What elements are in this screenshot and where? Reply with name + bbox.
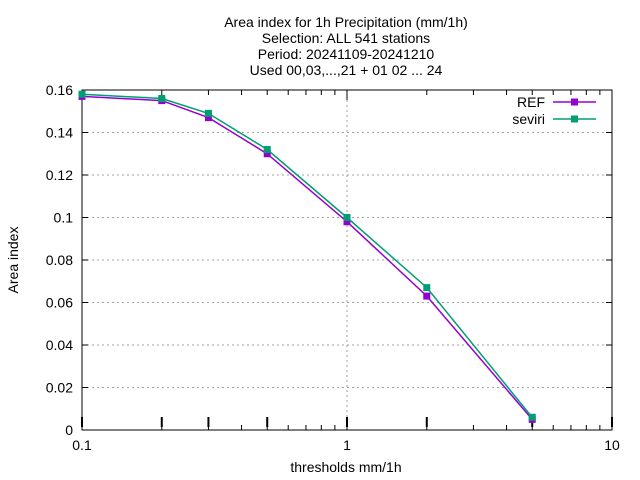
plot-border xyxy=(81,89,613,431)
y-tick-label: 0.1 xyxy=(54,210,74,226)
y-tick-label: 0.08 xyxy=(46,252,73,268)
title-line-1: Area index for 1h Precipitation (mm/1h) xyxy=(224,14,468,30)
legend-label-seviri: seviri xyxy=(512,111,545,127)
data-point-seviri xyxy=(423,284,431,292)
data-point-seviri xyxy=(343,214,351,221)
y-tick-label: 0.12 xyxy=(46,167,73,183)
data-point-ref xyxy=(204,114,212,122)
legend-marker-ref xyxy=(571,98,578,106)
legend-marker-seviri xyxy=(571,115,578,123)
data-point-seviri xyxy=(263,146,271,153)
legend-label-ref: REF xyxy=(517,94,545,110)
data-point-ref xyxy=(343,218,351,226)
y-tick-label: 0.06 xyxy=(46,295,73,311)
series-line-seviri xyxy=(81,93,533,418)
y-axis-label: Area index xyxy=(5,227,21,294)
title-line-4: Used 00,03,...,21 + 01 02 ... 24 xyxy=(250,62,443,78)
x-axis-label: thresholds mm/1h xyxy=(290,459,401,475)
data-point-seviri xyxy=(528,413,536,421)
data-point-seviri xyxy=(204,109,212,117)
y-tick-label: 0 xyxy=(65,422,73,438)
data-point-ref xyxy=(263,150,271,158)
x-tick-label: 10 xyxy=(604,437,620,453)
data-point-seviri xyxy=(78,90,86,98)
y-tick-label: 0.14 xyxy=(46,125,73,141)
x-tick-label: 0.1 xyxy=(72,437,92,453)
data-point-seviri xyxy=(158,95,166,102)
title-line-2: Selection: ALL 541 stations xyxy=(262,30,430,46)
chart-title: Area index for 1h Precipitation (mm/1h) … xyxy=(224,14,468,78)
y-tick-label: 0.16 xyxy=(46,82,73,98)
series-line-ref xyxy=(81,95,533,420)
data-point-ref xyxy=(423,292,431,300)
title-line-3: Period: 20241109-20241210 xyxy=(258,46,435,62)
y-tick-label: 0.02 xyxy=(46,380,73,396)
y-tick-label: 0.04 xyxy=(46,337,73,353)
x-tick-label: 1 xyxy=(343,437,351,453)
